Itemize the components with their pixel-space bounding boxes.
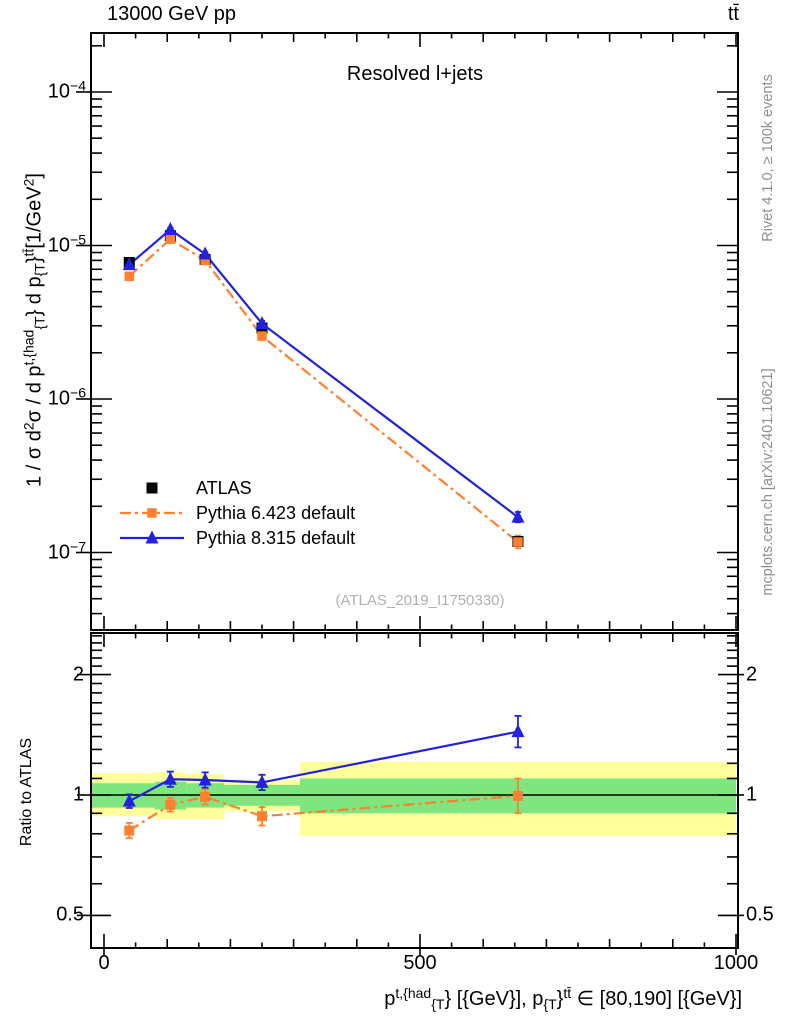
main-y-tick-label: 10−6 [47,384,86,410]
ratio-y-tick-label-right: 2 [746,663,758,686]
legend-item-atlas: ATLAS [116,476,252,500]
x-tick-label: 500 [403,952,437,974]
mcplots-arxiv-note: mcplots.cern.ch [arXiv:2401.10621] [760,368,776,596]
main-y-tick-label: 10−7 [47,538,86,563]
ratio-y-tick-label-right: 1 [746,783,758,806]
main-y-tick-label: 10−4 [47,77,86,103]
ratio-y-tick-label-left: 1 [72,783,84,806]
legend-label-atlas: ATLAS [196,477,252,498]
ratio-y-tick-label-right: 0.5 [746,903,774,926]
legend-marker-pythia8 [120,530,184,544]
ratio-y-tick-label-left: 2 [72,663,84,686]
rivet-version-note: Rivet 4.1.0, ≥ 100k events [760,74,776,242]
ratio-y-tick-label-left: 0.5 [56,903,84,926]
legend-item-pythia8: Pythia 8.315 default [116,526,355,550]
y-axis-title-main: 1 / σ d2σ / d pt,{had{T} d p{T}tt̄[1/GeV… [20,173,48,487]
x-axis-title: pt,{had{T} [{GeV}], p{T}tt̄ ∈ [80,190] [… [384,985,742,1013]
x-tick-label: 0 [98,952,110,974]
legend-item-pythia6: Pythia 6.423 default [116,501,355,525]
legend-label-pythia6: Pythia 6.423 default [196,502,356,523]
process-label: tt̄ [727,3,739,25]
beam-energy-label: 13000 GeV pp [107,3,236,25]
plot-title: Resolved l+jets [346,63,484,85]
main-y-tick-label: 10−5 [47,231,86,256]
legend-label-pythia8: Pythia 8.315 default [196,527,356,548]
legend-marker-atlas [146,482,158,494]
y-axis-title-ratio: Ratio to ATLAS [18,737,35,847]
legend-marker-pythia6 [120,508,184,518]
x-tick-label: 1000 [713,952,759,974]
analysis-watermark: (ATLAS_2019_I1750330) [335,592,505,609]
